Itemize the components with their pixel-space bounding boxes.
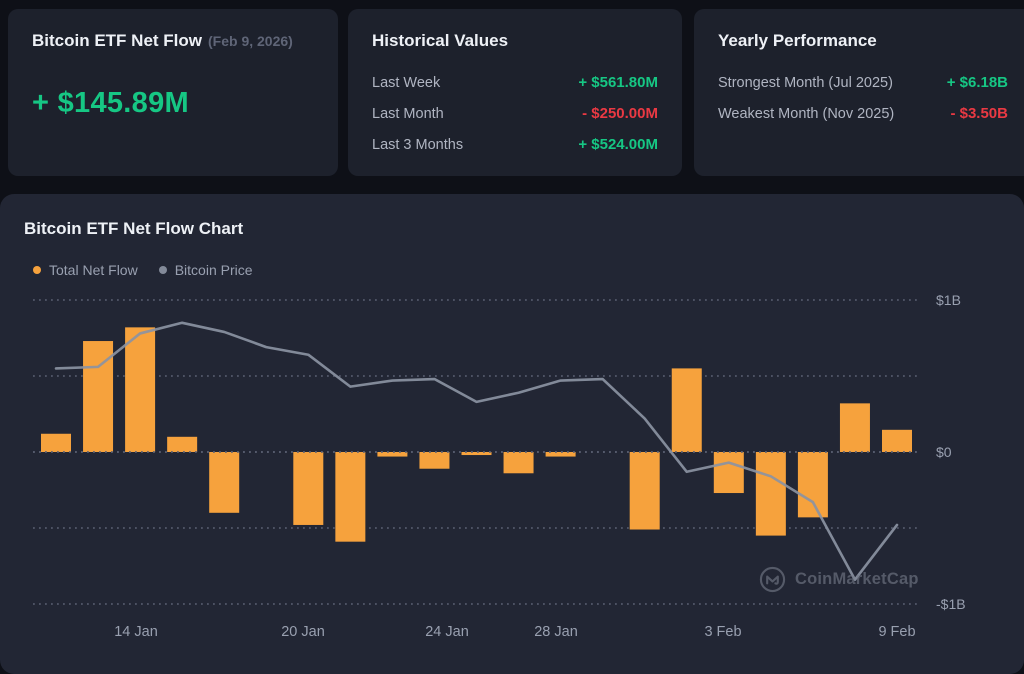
net-flow-chart-card: $1B $0 -$1B 14 Jan 20 Jan 24 Jan 28 Jan 3 Feb 9 …: [0, 194, 1024, 674]
net-flow-title-text: Bitcoin ETF Net Flow: [32, 31, 202, 50]
net-flow-card-title: Bitcoin ETF Net Flow (Feb 9, 2026): [32, 31, 314, 51]
net-flow-bar: [125, 327, 156, 452]
net-flow-bar: [839, 403, 870, 452]
net-flow-bar: [671, 368, 702, 452]
x-axis-tick: 3 Feb: [704, 624, 741, 640]
legend-item-total-net-flow[interactable]: Total Net Flow: [33, 262, 138, 278]
net-flow-bar: [713, 452, 744, 494]
net-flow-bar: [461, 452, 492, 456]
x-axis-tick: 9 Feb: [878, 624, 915, 640]
yearly-performance-card: Yearly Performance Strongest Month (Jul …: [694, 9, 1024, 176]
legend-item-bitcoin-price[interactable]: Bitcoin Price: [158, 262, 253, 278]
watermark-text: CoinMarketCap: [795, 570, 919, 588]
historical-values-card: Historical Values Last Week + $561.80M L…: [348, 9, 682, 176]
stat-label: Weakest Month (Nov 2025): [718, 106, 895, 122]
net-flow-bar: [629, 452, 660, 530]
stat-label: Last Week: [372, 75, 441, 91]
x-axis-tick: 14 Jan: [114, 624, 158, 640]
net-flow-bar: [209, 452, 240, 513]
net-flow-bar: [293, 452, 324, 525]
x-axis-tick: 20 Jan: [281, 624, 325, 640]
yearly-performance-rows: Strongest Month (Jul 2025) + $6.18B Weak…: [718, 74, 1008, 123]
historical-values-rows: Last Week + $561.80M Last Month - $250.0…: [372, 74, 658, 154]
net-flow-value: + $145.89M: [32, 87, 189, 119]
net-flow-bar: [882, 429, 912, 452]
stat-row-last-3-months: Last 3 Months + $524.00M: [372, 136, 658, 154]
stat-row-last-week: Last Week + $561.80M: [372, 74, 658, 92]
net-flow-bar: [503, 452, 534, 474]
net-flow-date: (Feb 9, 2026): [208, 33, 293, 49]
stat-row-last-month: Last Month - $250.00M: [372, 105, 658, 123]
total-net-flow-dot-icon: [33, 266, 41, 274]
stat-value: + $524.00M: [578, 136, 658, 153]
net-flow-bar: [167, 436, 198, 452]
stat-value: - $250.00M: [582, 105, 658, 122]
net-flow-card: Bitcoin ETF Net Flow (Feb 9, 2026) + $145…: [8, 9, 338, 176]
net-flow-bar: [419, 452, 450, 469]
net-flow-bar: [377, 452, 408, 457]
net-flow-bar: [41, 433, 71, 452]
net-flow-bar: [797, 452, 828, 518]
stat-row-weakest-month: Weakest Month (Nov 2025) - $3.50B: [718, 105, 1008, 123]
chart-title: Bitcoin ETF Net Flow Chart: [24, 219, 244, 238]
stat-label: Strongest Month (Jul 2025): [718, 75, 893, 91]
coinmarketcap-watermark: CoinMarketCap: [759, 566, 919, 593]
x-axis-tick: 24 Jan: [425, 624, 469, 640]
bitcoin-price-dot-icon: [158, 266, 167, 274]
bitcoin-price-line: [54, 321, 899, 581]
legend-label: Total Net Flow: [49, 262, 138, 278]
coinmarketcap-logo-icon: [759, 566, 786, 593]
historical-values-title: Historical Values: [372, 31, 509, 50]
yearly-performance-title: Yearly Performance: [718, 31, 877, 50]
y-axis-tick: $1B: [936, 292, 961, 308]
net-flow-bar: [335, 452, 366, 542]
legend-label: Bitcoin Price: [174, 262, 253, 278]
stat-value: + $6.18B: [946, 74, 1008, 91]
stat-label: Last Month: [372, 106, 444, 122]
stat-row-strongest-month: Strongest Month (Jul 2025) + $6.18B: [718, 74, 1008, 92]
net-flow-chart-svg: $1B $0 -$1B 14 Jan 20 Jan 24 Jan 28 Jan 3 Feb 9 …: [33, 292, 966, 640]
stat-value: + $561.80M: [578, 74, 658, 91]
x-axis-tick: 28 Jan: [534, 624, 578, 640]
net-flow-bar: [545, 452, 576, 457]
y-axis-tick: -$1B: [936, 596, 966, 612]
y-axis-tick: $0: [936, 444, 952, 460]
stat-label: Last 3 Months: [372, 137, 464, 153]
net-flow-bar: [755, 452, 786, 536]
chart-legend: Total Net Flow Bitcoin Price: [33, 262, 253, 278]
stat-value: - $3.50B: [950, 105, 1008, 122]
